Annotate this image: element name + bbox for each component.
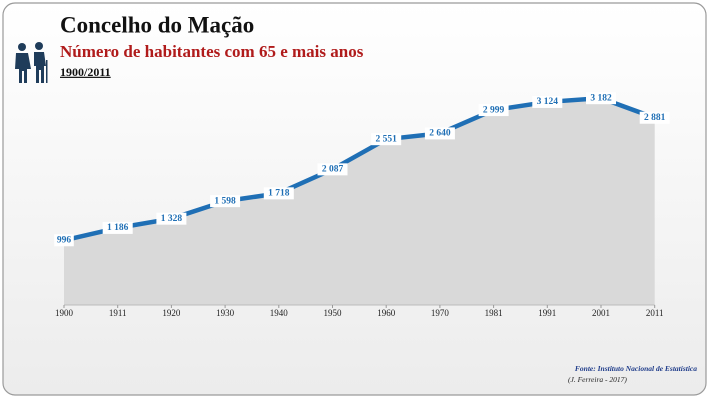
- value-label-bg: [586, 92, 616, 105]
- elderly-icon: [15, 42, 48, 83]
- x-tick-label: 1950: [324, 308, 343, 318]
- value-label-bg: [371, 133, 402, 146]
- x-tick-label: 1960: [377, 308, 396, 318]
- x-tick-label: 1970: [431, 308, 450, 318]
- x-tick-label: 2001: [592, 308, 610, 318]
- value-label-bg: [478, 104, 509, 117]
- value-label-bg: [424, 127, 455, 140]
- period: 1900/2011: [60, 65, 111, 79]
- value-label-bg: [210, 195, 241, 208]
- source: Fonte: Instituto Nacional de Estatística: [575, 364, 697, 373]
- author: (J. Ferreira - 2017): [568, 375, 627, 384]
- value-label: 1 718: [268, 189, 290, 199]
- value-label: 1 328: [161, 214, 183, 224]
- value-label: 3 124: [537, 97, 559, 107]
- value-label: 2 999: [483, 105, 505, 115]
- value-label-bg: [102, 221, 133, 234]
- value-label: 2 881: [644, 113, 666, 123]
- x-tick-label: 1920: [162, 308, 181, 318]
- value-label: 3 182: [590, 93, 612, 103]
- value-label: 1 186: [107, 223, 129, 233]
- x-tick-label: 1911: [109, 308, 127, 318]
- x-tick-label: 1900: [55, 308, 74, 318]
- x-tick-label: 1981: [485, 308, 503, 318]
- value-label-bg: [263, 187, 294, 200]
- value-label: 2 640: [429, 129, 451, 139]
- value-label: 996: [57, 235, 72, 245]
- x-tick-label: 1930: [216, 308, 235, 318]
- x-tick-label: 2011: [646, 308, 664, 318]
- x-tick-label: 1940: [270, 308, 289, 318]
- value-label-bg: [54, 234, 74, 247]
- chart-title: Concelho do Mação: [60, 12, 254, 37]
- value-label-bg: [639, 111, 670, 124]
- value-label-bg: [156, 212, 187, 225]
- value-label: 2 551: [376, 134, 398, 144]
- x-tick-label: 1991: [538, 308, 556, 318]
- area: [64, 98, 655, 305]
- value-label: 2 087: [322, 165, 344, 175]
- chart-subtitle: Número de habitantes com 65 e mais anos: [60, 42, 364, 61]
- value-label: 1 598: [214, 196, 236, 206]
- value-label-bg: [532, 95, 563, 108]
- value-label-bg: [317, 163, 348, 176]
